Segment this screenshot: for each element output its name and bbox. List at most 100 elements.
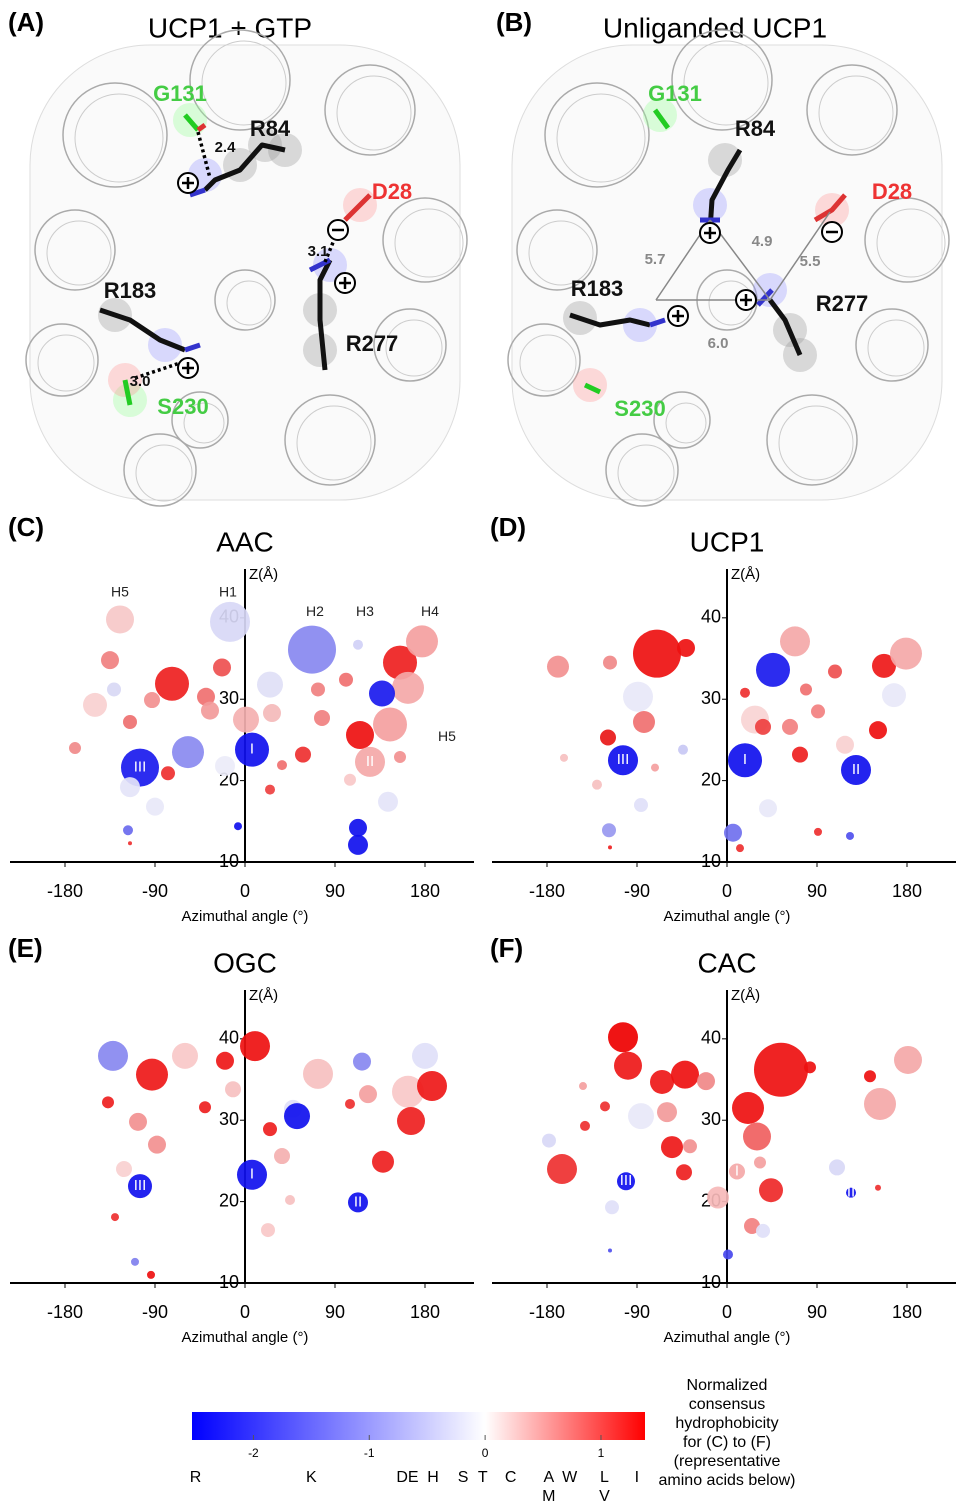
- bubble: [263, 704, 281, 723]
- bubble: [829, 1159, 845, 1176]
- x-tick-label: 90: [807, 1302, 827, 1322]
- bubble: [740, 687, 750, 698]
- bubble: [213, 658, 231, 677]
- x-tick-label: 90: [325, 881, 345, 901]
- bubble: [120, 777, 140, 798]
- x-tick-label: 90: [325, 1302, 345, 1322]
- bubble: [172, 736, 204, 769]
- helix-ring: [806, 64, 898, 156]
- bubble: [846, 831, 854, 840]
- residue-stick: [768, 298, 803, 356]
- colorbar-title: (representative: [674, 1453, 781, 1470]
- bubble: [560, 753, 568, 762]
- residue-stick: [189, 187, 206, 198]
- bubble: [707, 1186, 729, 1209]
- amino-acid: K: [306, 1469, 317, 1486]
- colorbar-title: Normalized: [687, 1377, 768, 1394]
- x-axis-label: Azimuthal angle (°): [664, 908, 791, 925]
- helix-ring: [864, 197, 950, 283]
- amino-acid: C: [505, 1469, 517, 1486]
- bubble: [101, 651, 119, 670]
- helix-ring: [34, 209, 116, 291]
- chart-title: AAC: [216, 526, 274, 557]
- atom-halo: [708, 143, 742, 177]
- bubble: [216, 1051, 234, 1070]
- bubble: [592, 779, 602, 790]
- backdrop: [29, 44, 461, 501]
- helix-ring: [189, 29, 291, 131]
- y-tick-label: 30: [219, 1109, 239, 1129]
- bubble: [383, 645, 417, 680]
- bubble: [754, 1156, 766, 1169]
- distance-label: 3.0: [130, 373, 151, 390]
- panel-label: (A): [8, 7, 44, 37]
- bubble: [225, 1081, 241, 1098]
- helix-ring: [617, 444, 675, 502]
- bubble: [872, 653, 896, 678]
- bubble: [147, 1270, 155, 1279]
- bubble: [263, 1122, 277, 1137]
- pore-label: I: [250, 1166, 254, 1183]
- panel-label: (B): [496, 7, 532, 37]
- panel-label: (D): [490, 512, 526, 542]
- bubble: [732, 1092, 764, 1125]
- bubble: [744, 1218, 760, 1235]
- helix-ring: [385, 319, 443, 377]
- bubble: [580, 1120, 590, 1131]
- bubble: [284, 1103, 310, 1130]
- y-tick-label: 40: [219, 1028, 239, 1048]
- bubble: [600, 729, 616, 746]
- residue-stick: [343, 193, 372, 222]
- bubble: [123, 715, 137, 730]
- bubble: [295, 746, 311, 763]
- bubble: [397, 1107, 425, 1136]
- bubble: [683, 1139, 697, 1154]
- helix-ring: [214, 269, 276, 331]
- bubble: [811, 704, 825, 719]
- bubble: [736, 844, 744, 853]
- bubble: [372, 1150, 394, 1173]
- pore-label: II: [366, 753, 374, 770]
- pore-label: I: [250, 741, 254, 758]
- bubble: [235, 732, 269, 767]
- helix-ring: [284, 394, 376, 486]
- bubble: [355, 746, 385, 777]
- bubble: [804, 1061, 816, 1074]
- x-tick-label: 0: [240, 1302, 250, 1322]
- chart-title: UCP1: [690, 526, 765, 557]
- bubble: [894, 1045, 922, 1074]
- bubble: [417, 1071, 447, 1102]
- y-axis-label: Z(Å): [249, 566, 278, 583]
- bubble: [633, 629, 681, 678]
- bubble: [605, 1200, 619, 1215]
- bubble: [349, 818, 367, 837]
- helix-ring: [336, 75, 412, 151]
- bubble: [754, 1042, 808, 1097]
- y-tick-label: 30: [219, 688, 239, 708]
- y-axis-label: Z(Å): [249, 987, 278, 1004]
- bubble: [131, 1257, 139, 1266]
- bubble: [724, 823, 742, 842]
- bubble: [864, 1070, 876, 1083]
- colorbar-tick-label: 1: [598, 1446, 605, 1460]
- bubble: [234, 822, 242, 831]
- residue-stick: [183, 113, 200, 132]
- residue-stick: [99, 307, 186, 353]
- colorbar-tick-label: 0: [482, 1446, 489, 1460]
- y-tick-label: 40: [701, 607, 721, 627]
- bubble: [201, 701, 219, 720]
- amino-acid: V: [599, 1488, 610, 1505]
- helix-ring: [544, 82, 650, 188]
- helix-ring: [556, 93, 646, 183]
- helix-ring: [665, 402, 707, 444]
- bubble: [215, 755, 235, 776]
- helix-ring: [683, 40, 769, 126]
- bubble: [155, 666, 189, 701]
- residue-label: G131: [153, 81, 207, 106]
- bubble: [869, 721, 887, 740]
- bubble: [651, 763, 659, 772]
- bubble: [614, 1051, 642, 1080]
- residue-label: D28: [372, 179, 412, 204]
- bubble: [303, 1058, 333, 1089]
- helix-ring: [605, 433, 679, 507]
